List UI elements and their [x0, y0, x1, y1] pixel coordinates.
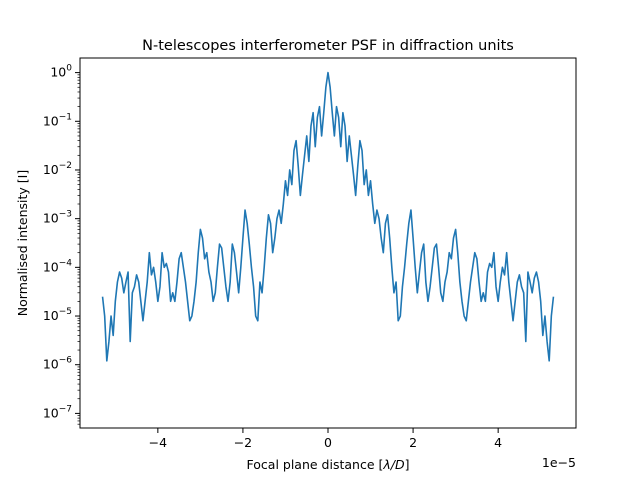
y-tick-label: 10−7	[43, 404, 72, 420]
y-tick-label: 10−5	[43, 307, 72, 323]
x-axis-label-suffix: ]	[405, 457, 410, 472]
x-offset-text: 1e−5	[542, 455, 576, 470]
y-tick-label-base: 10	[43, 211, 59, 226]
plot-frame	[79, 57, 577, 429]
y-tick-label-exponent: −7	[59, 404, 72, 414]
x-axis-label-prefix: Focal plane distance [	[247, 457, 384, 472]
y-axis-label: Normalised intensity [I]	[15, 170, 30, 316]
y-tick-label: 100	[50, 64, 72, 80]
y-tick-label-base: 10	[43, 162, 59, 177]
x-tick-label: 0	[324, 435, 332, 450]
y-tick-label: 10−2	[43, 161, 72, 177]
y-tick-label-exponent: −3	[59, 210, 72, 220]
x-tick-label: 4	[494, 435, 502, 450]
y-tick-label-exponent: −6	[59, 356, 73, 366]
x-axis-label: Focal plane distance [λ/D]	[247, 457, 410, 472]
y-tick-label-base: 10	[43, 308, 59, 323]
y-tick-label-base: 10	[43, 357, 59, 372]
y-tick-label-exponent: 0	[66, 64, 72, 74]
x-tick-label: −2	[234, 435, 252, 450]
x-axis-label-symbol: λ/D	[382, 457, 405, 472]
y-tick-label-exponent: −4	[59, 258, 73, 268]
y-tick-label-base: 10	[43, 405, 59, 420]
y-tick-label-base: 10	[50, 65, 66, 80]
y-tick-label: 10−6	[43, 356, 72, 372]
x-tick-label: −4	[149, 435, 167, 450]
x-axis-ticks: −4 −2 0 2 4	[149, 428, 502, 450]
y-tick-label: 10−1	[43, 112, 72, 128]
x-tick-label: 2	[409, 435, 417, 450]
y-tick-label-exponent: −2	[59, 161, 72, 171]
y-tick-label: 10−3	[43, 210, 72, 226]
y-tick-label-exponent: −5	[59, 307, 72, 317]
y-tick-label-base: 10	[43, 259, 59, 274]
y-tick-label-base: 10	[43, 113, 59, 128]
y-tick-label: 10−4	[43, 258, 72, 274]
chart-title: N-telescopes interferometer PSF in diffr…	[142, 38, 514, 54]
series-line	[101, 71, 555, 362]
y-tick-label-exponent: −1	[59, 112, 72, 122]
